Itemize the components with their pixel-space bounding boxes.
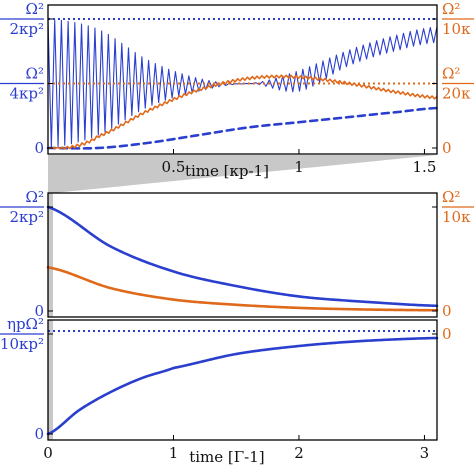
panel-bottom-x-tick-label-1: 1 [169,444,179,462]
panel-middle-series-1-solid [46,266,439,312]
panel-bottom-left-tick-1-num: ηpΩ² [7,315,44,333]
panel-bottom-frame [47,319,438,441]
panel-bottom-x-tick-label-0: 0 [43,444,53,462]
panel-top-x-ticks: 0.5 1 1.5 [162,149,437,176]
panel-middle-right-tick-0-label: 0 [442,302,452,320]
panel-bottom-x-ticks: 0 1 2 3 [43,435,429,462]
panel-top-series-0-solid-oscillating [47,18,438,149]
panel-top-right-ticks: 0 Ω² 20κ Ω² 10κ [432,0,474,157]
panel-middle-left-tick-0-label: 0 [34,302,44,320]
panel-top-x-tick-label-0: 0.5 [162,158,186,176]
panel-bottom-left-tick-0-label: 0 [34,425,44,443]
panel-top-x-tick-label-2: 1.5 [413,158,437,176]
panel-top-left-tick-2-den: 2κp² [9,20,44,38]
panel-bottom-right-ticks: 0 [432,325,452,343]
panel-middle-right-tick-1-num: Ω² [442,188,460,206]
panel-bottom-x-tick-label-3: 3 [420,444,430,462]
panel-top-series-3-solid-oscillating [47,74,438,150]
panel-top-right-tick-1-den: 20κ [442,85,471,103]
panel-top-frame [47,4,438,155]
panel-bottom-x-tick-label-2: 2 [294,444,304,462]
panel-bottom-series-0-solid [46,336,439,436]
zoom-band-bottom [48,320,53,440]
panel-top-series-1-dashed [46,106,439,150]
panel-top-left-tick-1-den: 4κp² [9,85,44,103]
panel-top-left-tick-2-num: Ω² [26,0,44,18]
panel-middle-right-ticks: 0 Ω² 10κ [432,188,474,320]
panel-bottom-left-tick-1-den: 10κp² [0,335,44,353]
panel-top-left-ticks: 0 Ω² 4κp² Ω² 2κp² [0,0,53,157]
panel-bottom-left-ticks: 0 ηpΩ² 10κp² [0,315,53,443]
zoom-band-middle [48,193,53,317]
panel-middle-left-ticks: 0 Ω² 2κp² [0,188,53,320]
panel-top-right-tick-2-den: 10κ [442,20,471,38]
panel-middle-frame [47,192,438,318]
panel-top-x-axis-label: time [κp-1] [185,162,269,180]
panel-middle-left-tick-1-den: 2κp² [9,208,44,226]
panel-top-right-tick-2-num: Ω² [442,0,460,18]
panel-middle-left-tick-1-num: Ω² [26,188,44,206]
panel-top-right-tick-1-num: Ω² [442,65,460,83]
panel-bottom-x-axis-label: time [Γ-1] [189,448,264,466]
zoom-wedge [48,155,437,193]
panel-top-left-tick-1-num: Ω² [26,65,44,83]
panel-bottom-right-tick-0-label: 0 [442,325,452,343]
panel-top-x-tick-label-1: 1 [294,158,304,176]
panel-top-left-tick-0-label: 0 [34,139,44,157]
panel-top-right-tick-0-label: 0 [442,139,452,157]
panel-middle-right-tick-1-den: 10κ [442,208,471,226]
panel-middle-series-0-solid [46,205,439,308]
